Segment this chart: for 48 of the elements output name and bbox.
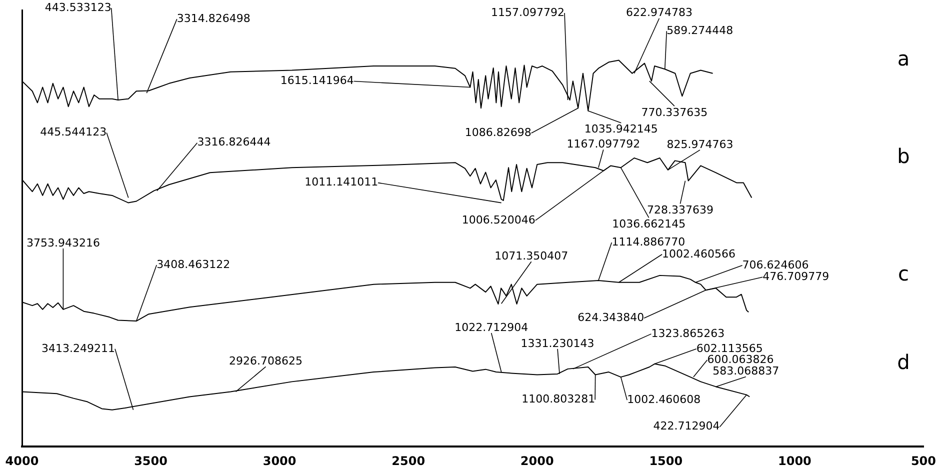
- annotation: 1071.350407: [494, 250, 568, 262]
- annotation: 445.544123: [40, 126, 107, 139]
- text: a: [897, 46, 910, 70]
- annotation: 1100.803281: [522, 392, 596, 406]
- annotation: 770.337635: [641, 106, 708, 119]
- annotation: 1002.460608: [627, 392, 701, 406]
- annotation: 1615.141964: [280, 74, 354, 88]
- x-tick-label: 3000: [262, 454, 296, 468]
- annotation: 3408.463122: [156, 258, 230, 271]
- annotation: 602.113565: [696, 342, 763, 355]
- annotation: 443.533123: [44, 0, 112, 14]
- annotation: 3316.826444: [197, 136, 271, 149]
- annotation: 476.709779: [762, 270, 830, 283]
- annotation: 3314.826498: [176, 12, 250, 25]
- annotation: 1323.865263: [651, 326, 725, 340]
- annotation: 622.974783: [626, 6, 692, 20]
- annotation: 624.343840: [578, 310, 644, 324]
- x-tick-label: 500: [910, 454, 936, 468]
- x-tick-label: 4000: [5, 454, 39, 468]
- annotation: 589.274448: [666, 24, 734, 37]
- text: d: [897, 350, 910, 374]
- annotation: 422.712904: [653, 420, 720, 433]
- annotation: 1167.097792: [566, 138, 640, 150]
- annotation: 1011.141011: [304, 176, 378, 189]
- annotation: 728.337639: [646, 204, 714, 217]
- annotation: 2926.708625: [229, 354, 303, 368]
- annotation: 1331.230143: [520, 336, 594, 350]
- annotation: 706.624606: [742, 258, 809, 272]
- annotation: 1114.886770: [612, 235, 686, 248]
- x-tick-label: 2500: [392, 454, 426, 468]
- annotation: 1002.460566: [662, 247, 736, 260]
- annotation: 1086.82698: [464, 126, 532, 139]
- annotation: 1036.662145: [612, 218, 686, 230]
- annotation: 600.063826: [707, 352, 774, 366]
- annotation: 825.974763: [666, 138, 734, 151]
- annotation: 1022.712904: [454, 320, 528, 334]
- x-tick-label: 1000: [778, 454, 812, 468]
- annotation: 3753.943216: [26, 236, 100, 250]
- text: b: [897, 144, 910, 168]
- x-tick-label: 1500: [649, 454, 683, 468]
- annotation: 1035.942145: [584, 122, 658, 136]
- text: c: [898, 262, 909, 286]
- x-tick-label: 2000: [520, 454, 554, 468]
- annotation: 1006.520046: [462, 213, 536, 226]
- x-tick-label: 3500: [134, 454, 168, 468]
- annotation: 1157.097792: [491, 6, 565, 19]
- annotation: 3413.249211: [42, 342, 116, 355]
- annotation: 583.068837: [712, 364, 780, 378]
